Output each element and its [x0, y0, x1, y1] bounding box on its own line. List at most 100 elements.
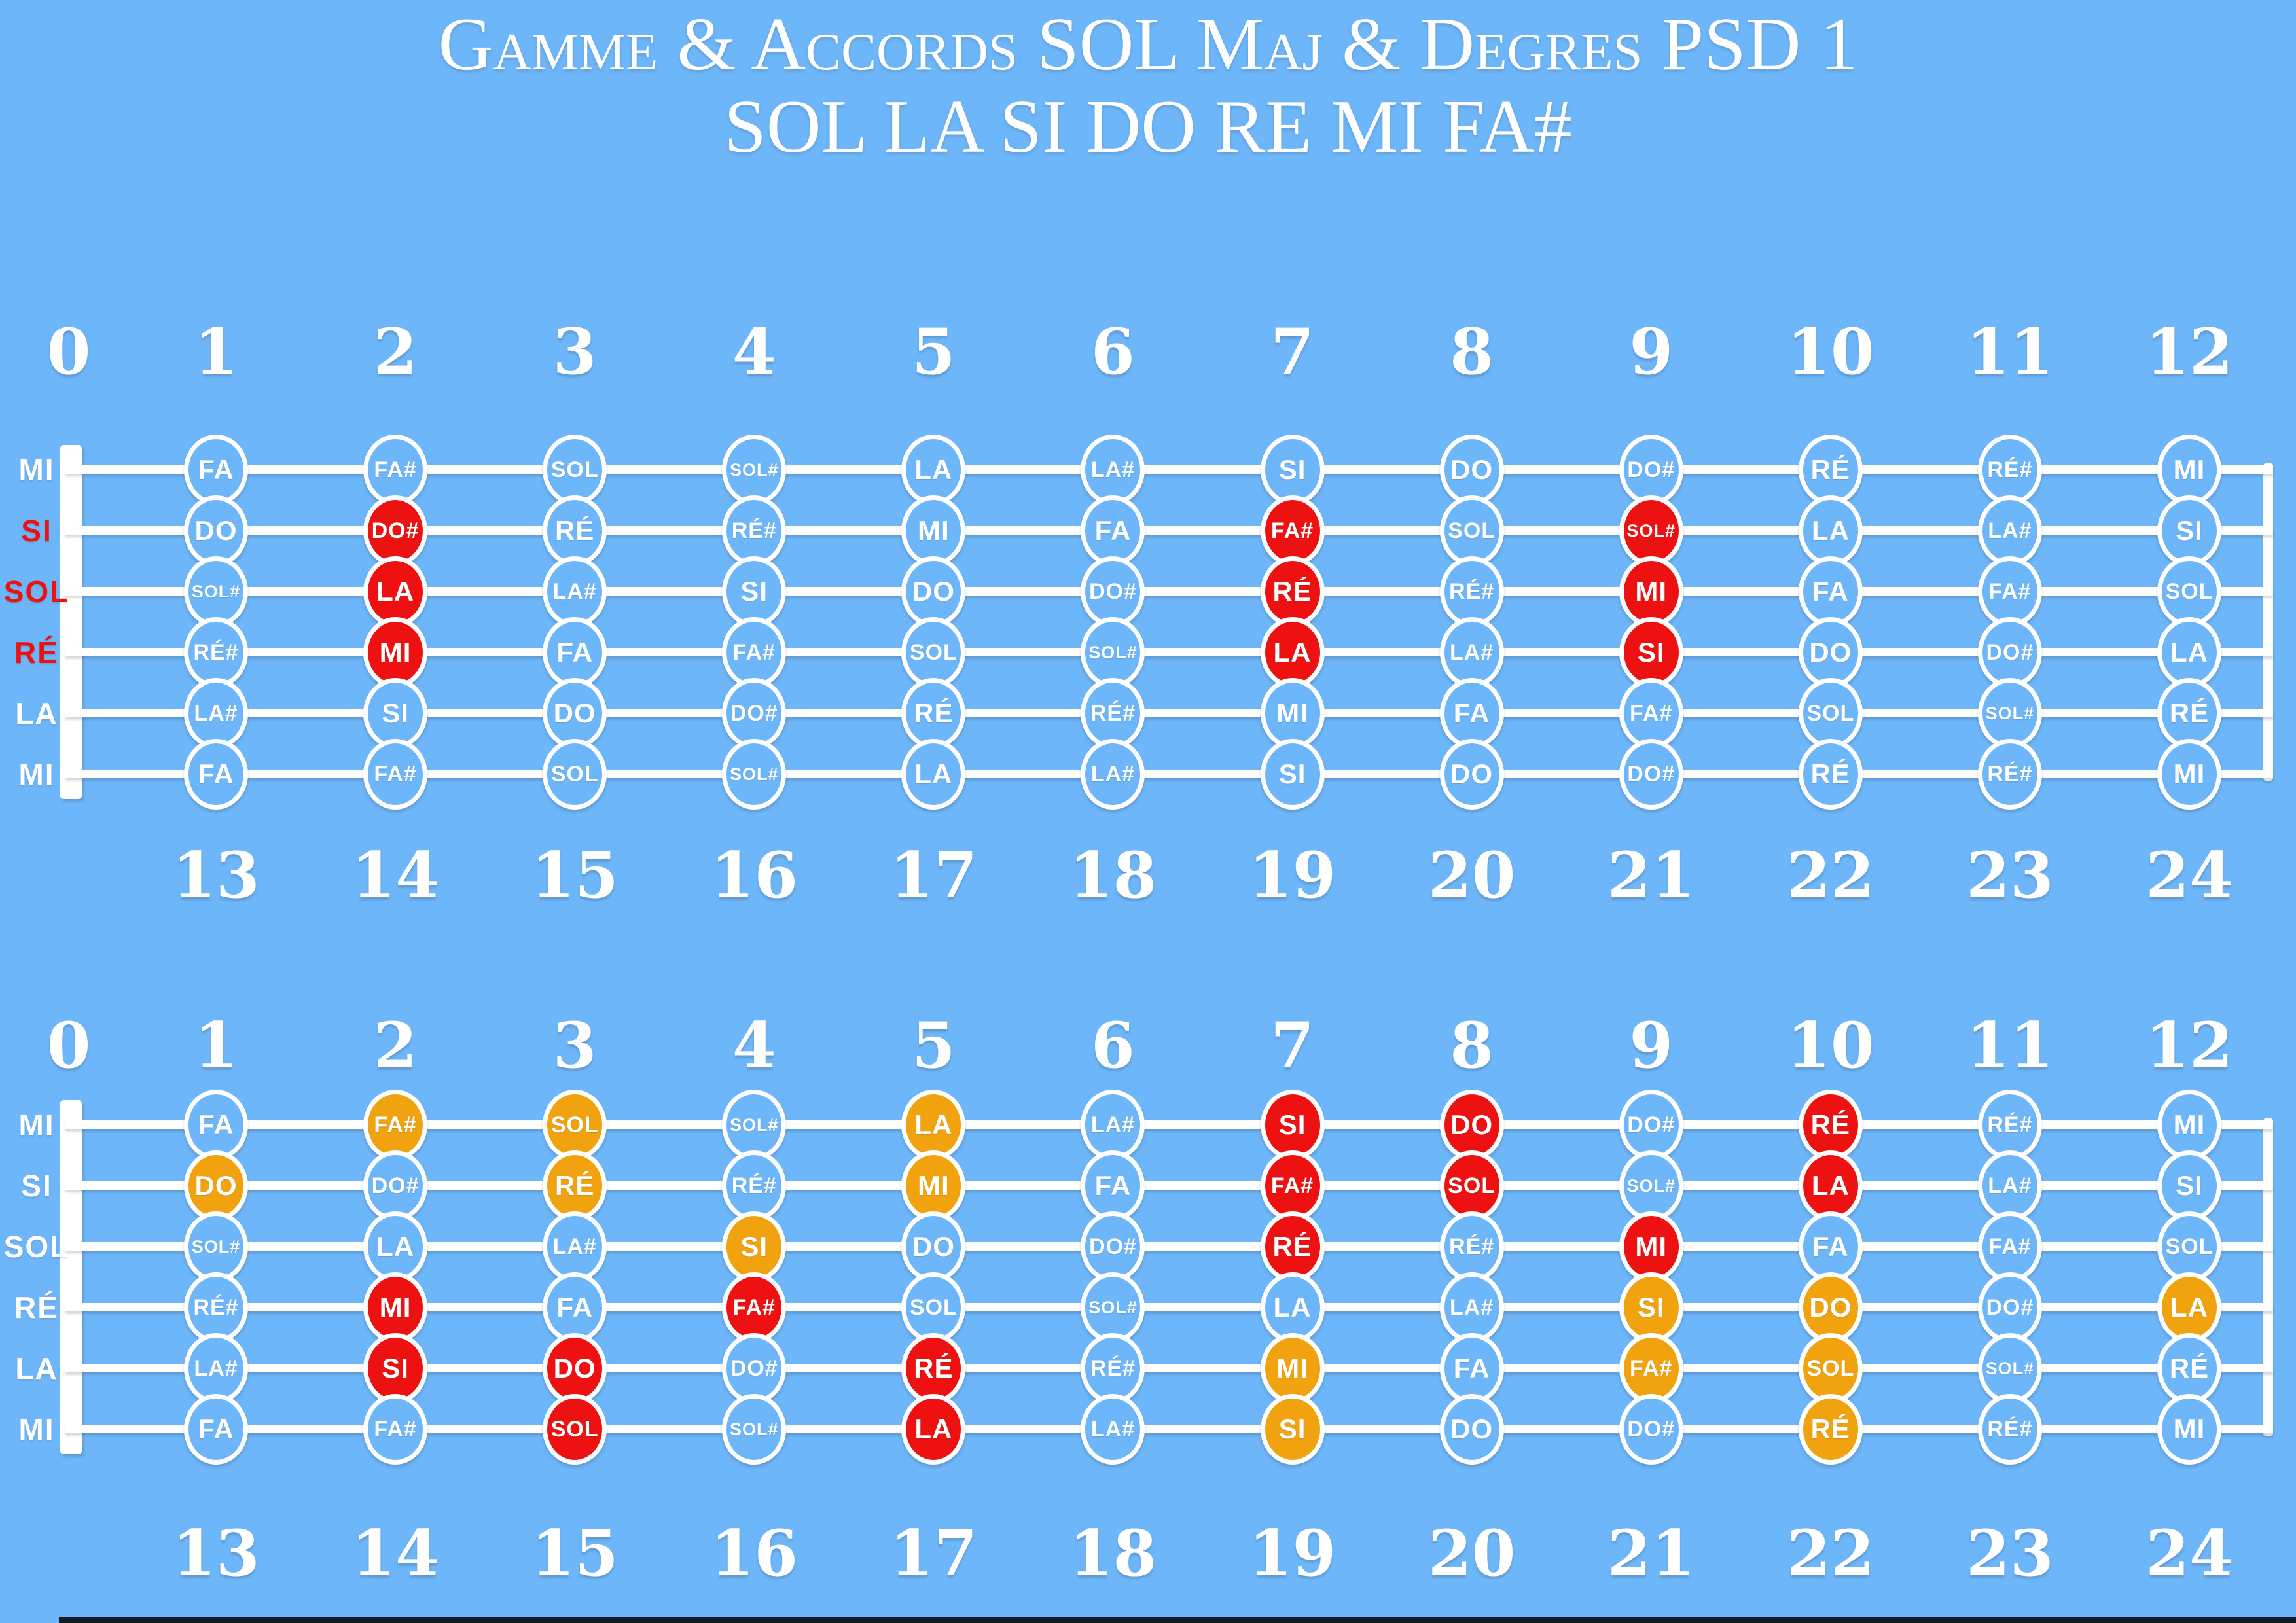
note-marker: FA — [1439, 1333, 1504, 1404]
note-marker: DO — [901, 1211, 966, 1282]
note-marker: SOL — [1798, 1333, 1863, 1404]
note-marker: RÉ — [2157, 1333, 2221, 1404]
page-subtitle: SOL LA SI DO RE MI FA# — [724, 85, 1572, 169]
note-marker: SOL — [901, 617, 966, 688]
note-marker: FA — [543, 1272, 607, 1343]
note-marker: MI — [1619, 556, 1683, 627]
note-marker: FA# — [722, 1272, 787, 1343]
fret-number: 15 — [531, 1516, 619, 1590]
fret-number: 13 — [172, 1516, 260, 1590]
string-label: SI — [21, 514, 52, 548]
note-marker: SOL# — [1081, 617, 1145, 688]
note-marker: RÉ# — [722, 1150, 787, 1221]
note-marker: FA# — [1260, 495, 1325, 566]
note-marker: FA# — [363, 1394, 428, 1465]
note-marker: MI — [363, 617, 428, 688]
note-marker: DO# — [1619, 435, 1683, 505]
fret-number: 7 — [1270, 314, 1314, 389]
note-marker: FA — [1439, 678, 1504, 749]
string-line — [65, 1120, 2273, 1129]
note-marker: FA# — [722, 617, 787, 688]
note-marker: SOL — [543, 1394, 607, 1465]
note-marker: DO# — [1081, 556, 1145, 627]
fret-number: 24 — [2145, 838, 2233, 912]
note-marker: LA# — [543, 1211, 607, 1282]
string-line — [65, 1181, 2273, 1190]
fret-number: 10 — [1787, 314, 1874, 389]
fret-number: 18 — [1069, 1516, 1157, 1590]
fret-number: 2 — [373, 1008, 418, 1082]
string-label: MI — [18, 1108, 55, 1142]
note-marker: FA# — [1977, 556, 2042, 627]
note-marker: DO — [184, 1150, 248, 1221]
note-marker: DO — [184, 495, 248, 566]
note-marker: DO# — [1977, 617, 2042, 688]
fret-number: 0 — [46, 314, 91, 389]
note-marker: FA — [1798, 1211, 1863, 1282]
note-marker: SOL# — [184, 556, 248, 627]
fret-number: 11 — [1966, 1008, 2054, 1082]
page-title: Gamme & Accords SOL Maj & Degres PSD 1 — [438, 3, 1858, 86]
string-label: SOL — [3, 1230, 70, 1264]
string-label: SOL — [3, 575, 70, 609]
note-marker: DO# — [722, 678, 787, 749]
note-marker: LA# — [543, 556, 607, 627]
note-marker: SI — [363, 678, 428, 749]
string-label: SI — [21, 1169, 52, 1203]
note-marker: RÉ# — [722, 495, 787, 566]
fret-number: 6 — [1091, 314, 1135, 389]
note-marker: SI — [1260, 1394, 1325, 1465]
note-marker: RÉ# — [184, 617, 248, 688]
note-marker: RÉ — [1260, 1211, 1325, 1282]
note-marker: SOL — [2157, 1211, 2221, 1282]
note-marker: SOL — [1439, 495, 1504, 566]
fret-number: 5 — [911, 1008, 956, 1082]
note-marker: FA — [1081, 495, 1145, 566]
fret-number: 14 — [351, 838, 439, 912]
fretboard-end-bar — [2263, 1118, 2273, 1436]
note-marker: SOL# — [1619, 1150, 1683, 1221]
fret-number: 3 — [552, 314, 597, 389]
note-marker: SOL — [901, 1272, 966, 1343]
fret-number: 23 — [1966, 838, 2054, 912]
note-marker: DO — [1439, 1090, 1504, 1160]
note-marker: DO — [1798, 1272, 1863, 1343]
note-marker: LA — [2157, 1272, 2221, 1343]
fret-number: 19 — [1248, 1516, 1336, 1590]
note-marker: DO# — [1619, 1394, 1683, 1465]
fretboard-end-bar — [2263, 463, 2273, 781]
string-label: LA — [15, 696, 58, 730]
note-marker: LA — [901, 1394, 966, 1465]
note-marker: DO# — [1081, 1211, 1145, 1282]
note-marker: DO# — [1977, 1272, 2042, 1343]
note-marker: DO# — [1619, 1090, 1683, 1160]
note-marker: LA# — [1081, 1090, 1145, 1160]
fret-number: 3 — [552, 1008, 597, 1082]
fret-number: 9 — [1629, 314, 1674, 389]
note-marker: SOL# — [722, 435, 787, 505]
note-marker: MI — [2157, 739, 2221, 810]
string-line — [65, 709, 2273, 717]
note-marker: FA# — [1619, 1333, 1683, 1404]
note-marker: MI — [1260, 678, 1325, 749]
note-marker: LA# — [1977, 1150, 2042, 1221]
note-marker: DO# — [363, 1150, 428, 1221]
fret-number: 17 — [889, 1516, 978, 1590]
note-marker: RÉ — [2157, 678, 2221, 749]
note-marker: LA# — [184, 1333, 248, 1404]
note-marker: FA# — [363, 739, 428, 810]
note-marker: SOL — [1798, 678, 1863, 749]
string-line — [65, 1242, 2273, 1251]
note-marker: RÉ — [543, 495, 607, 566]
note-marker: SOL# — [184, 1211, 248, 1282]
note-marker: SOL — [543, 1090, 607, 1160]
note-marker: DO# — [722, 1333, 787, 1404]
note-marker: SI — [2157, 1150, 2221, 1221]
fret-number: 6 — [1091, 1008, 1135, 1082]
note-marker: RÉ# — [1439, 556, 1504, 627]
note-marker: RÉ — [1260, 556, 1325, 627]
note-marker: RÉ — [1798, 1394, 1863, 1465]
note-marker: DO — [543, 1333, 607, 1404]
fret-number: 12 — [2145, 314, 2233, 389]
note-marker: RÉ — [901, 1333, 966, 1404]
